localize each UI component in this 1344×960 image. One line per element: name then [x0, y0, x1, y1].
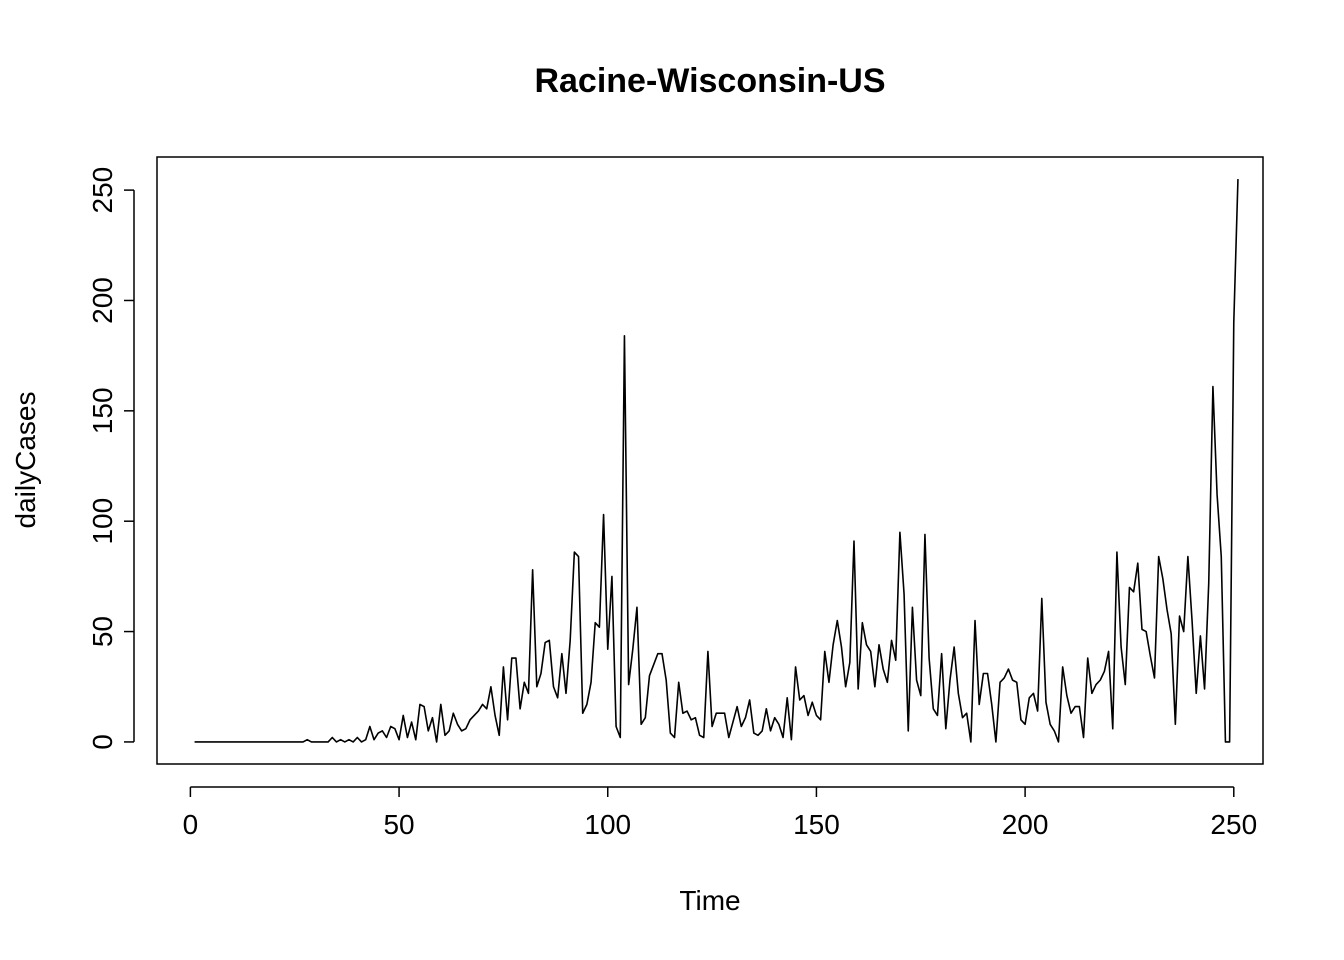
y-tick-label: 50 — [87, 616, 118, 647]
x-tick-label: 0 — [183, 809, 199, 840]
y-axis-label: dailyCases — [10, 392, 41, 529]
x-tick-label: 200 — [1002, 809, 1049, 840]
y-tick-label: 150 — [87, 387, 118, 434]
daily-cases-line — [194, 179, 1239, 743]
y-axis: 0 50 100 150 200 250 — [87, 167, 135, 750]
y-tick-label: 250 — [87, 167, 118, 214]
x-axis-label: Time — [679, 885, 740, 916]
x-tick-label: 150 — [793, 809, 840, 840]
x-tick-label: 250 — [1210, 809, 1257, 840]
y-tick-label: 0 — [87, 734, 118, 750]
y-tick-label: 200 — [87, 277, 118, 324]
x-tick-label: 50 — [383, 809, 414, 840]
plot-frame — [156, 156, 1264, 765]
x-axis: 0 50 100 150 200 250 — [183, 786, 1257, 840]
y-tick-label: 100 — [87, 498, 118, 545]
chart-title: Racine-Wisconsin-US — [534, 62, 885, 100]
x-tick-label: 100 — [584, 809, 631, 840]
